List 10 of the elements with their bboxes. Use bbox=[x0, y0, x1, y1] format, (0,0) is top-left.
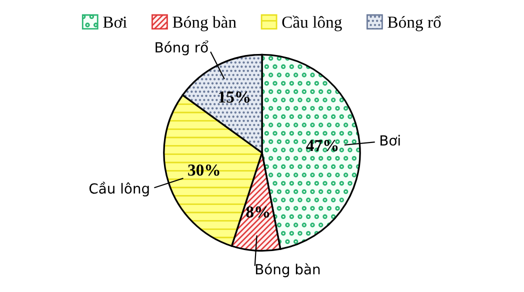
slice-label: Bóng bàn bbox=[256, 263, 320, 278]
legend-label: Bơi bbox=[103, 16, 127, 28]
data-label: 15% bbox=[219, 91, 250, 103]
legend-label: Bóng rổ bbox=[388, 16, 441, 32]
legend-label: Cầu lông bbox=[282, 16, 342, 32]
slice-label: Cầu lông bbox=[89, 182, 149, 196]
slice-label: Bóng rổ bbox=[156, 40, 208, 56]
legend-label: Bóng bàn bbox=[172, 16, 236, 32]
slice-label: Bơi bbox=[380, 134, 400, 146]
data-label: 30% bbox=[188, 164, 220, 176]
